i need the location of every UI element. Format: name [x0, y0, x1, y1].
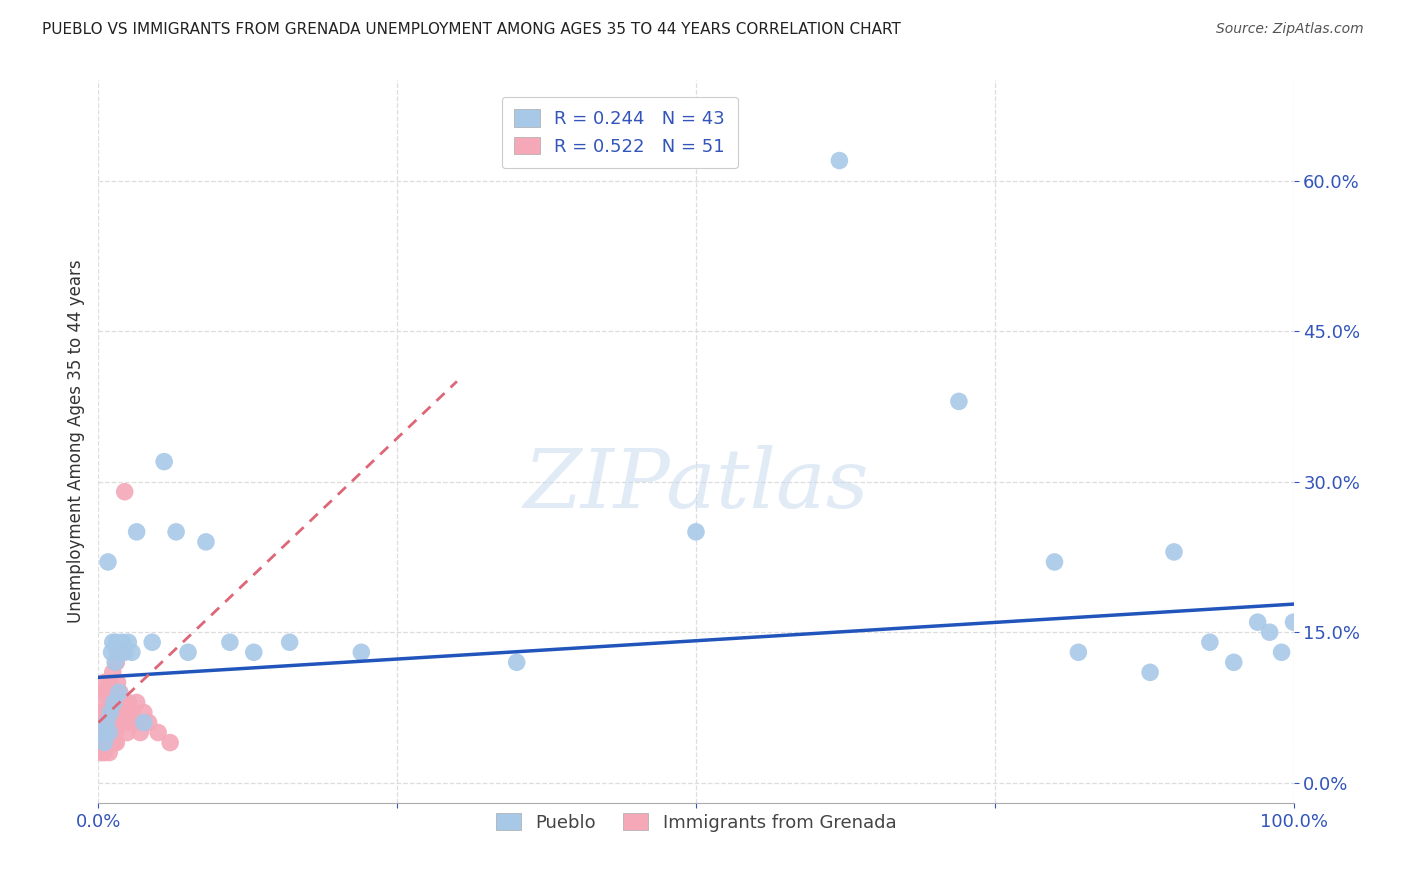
- Point: [94, 735, 117, 749]
- Point: [112, 715, 135, 730]
- Point: [1282, 615, 1305, 630]
- Point: [111, 635, 134, 649]
- Point: [98, 706, 122, 720]
- Point: [117, 696, 139, 710]
- Point: [104, 685, 127, 699]
- Point: [685, 524, 707, 539]
- Point: [115, 706, 138, 720]
- Point: [98, 696, 122, 710]
- Point: [96, 696, 118, 710]
- Point: [107, 675, 129, 690]
- Point: [107, 715, 129, 730]
- Point: [98, 746, 121, 760]
- Point: [125, 696, 148, 710]
- Point: [105, 635, 128, 649]
- Point: [115, 725, 138, 739]
- Point: [94, 715, 117, 730]
- Point: [100, 685, 122, 699]
- Point: [98, 675, 121, 690]
- Point: [1067, 645, 1090, 659]
- Point: [90, 746, 112, 760]
- Point: [93, 675, 115, 690]
- Point: [506, 655, 529, 669]
- Point: [100, 645, 122, 659]
- Point: [107, 706, 129, 720]
- Point: [243, 645, 266, 659]
- Point: [350, 645, 373, 659]
- Point: [1258, 625, 1281, 640]
- Point: [110, 645, 132, 659]
- Point: [132, 715, 155, 730]
- Point: [97, 735, 120, 749]
- Point: [91, 715, 114, 730]
- Point: [129, 725, 152, 739]
- Point: [1163, 545, 1185, 559]
- Point: [117, 635, 139, 649]
- Point: [132, 706, 155, 720]
- Point: [97, 706, 120, 720]
- Point: [93, 746, 115, 760]
- Point: [1271, 645, 1294, 659]
- Point: [1223, 655, 1246, 669]
- Point: [101, 665, 124, 680]
- Point: [121, 645, 143, 659]
- Point: [104, 655, 127, 669]
- Point: [118, 715, 141, 730]
- Point: [114, 645, 136, 659]
- Point: [114, 484, 136, 499]
- Point: [107, 645, 129, 659]
- Point: [1199, 635, 1222, 649]
- Point: [121, 706, 143, 720]
- Point: [98, 725, 121, 739]
- Point: [111, 696, 134, 710]
- Point: [91, 735, 114, 749]
- Text: ZIPatlas: ZIPatlas: [523, 445, 869, 524]
- Point: [103, 706, 125, 720]
- Text: PUEBLO VS IMMIGRANTS FROM GRENADA UNEMPLOYMENT AMONG AGES 35 TO 44 YEARS CORRELA: PUEBLO VS IMMIGRANTS FROM GRENADA UNEMPL…: [42, 22, 901, 37]
- Point: [91, 685, 114, 699]
- Point: [165, 524, 187, 539]
- Point: [138, 715, 160, 730]
- Point: [94, 685, 117, 699]
- Point: [89, 735, 111, 749]
- Point: [278, 635, 301, 649]
- Point: [125, 524, 148, 539]
- Point: [91, 725, 114, 739]
- Point: [105, 735, 128, 749]
- Point: [107, 685, 129, 699]
- Point: [141, 635, 163, 649]
- Point: [148, 725, 170, 739]
- Point: [124, 715, 146, 730]
- Point: [948, 394, 970, 409]
- Point: [93, 735, 115, 749]
- Y-axis label: Unemployment Among Ages 35 to 44 years: Unemployment Among Ages 35 to 44 years: [66, 260, 84, 624]
- Point: [93, 706, 115, 720]
- Point: [219, 635, 242, 649]
- Point: [103, 735, 125, 749]
- Point: [97, 555, 120, 569]
- Text: Source: ZipAtlas.com: Source: ZipAtlas.com: [1216, 22, 1364, 37]
- Point: [1139, 665, 1161, 680]
- Point: [91, 725, 114, 739]
- Legend: Pueblo, Immigrants from Grenada: Pueblo, Immigrants from Grenada: [486, 804, 905, 841]
- Point: [103, 696, 125, 710]
- Point: [105, 655, 128, 669]
- Point: [153, 454, 176, 469]
- Point: [177, 645, 200, 659]
- Point: [828, 153, 851, 168]
- Point: [98, 725, 122, 739]
- Point: [96, 725, 118, 739]
- Point: [101, 635, 124, 649]
- Point: [1247, 615, 1270, 630]
- Point: [195, 534, 218, 549]
- Point: [101, 725, 124, 739]
- Point: [108, 685, 131, 699]
- Point: [104, 725, 127, 739]
- Point: [1043, 555, 1066, 569]
- Point: [90, 706, 112, 720]
- Point: [96, 715, 118, 730]
- Point: [108, 645, 131, 659]
- Point: [100, 735, 122, 749]
- Point: [159, 735, 181, 749]
